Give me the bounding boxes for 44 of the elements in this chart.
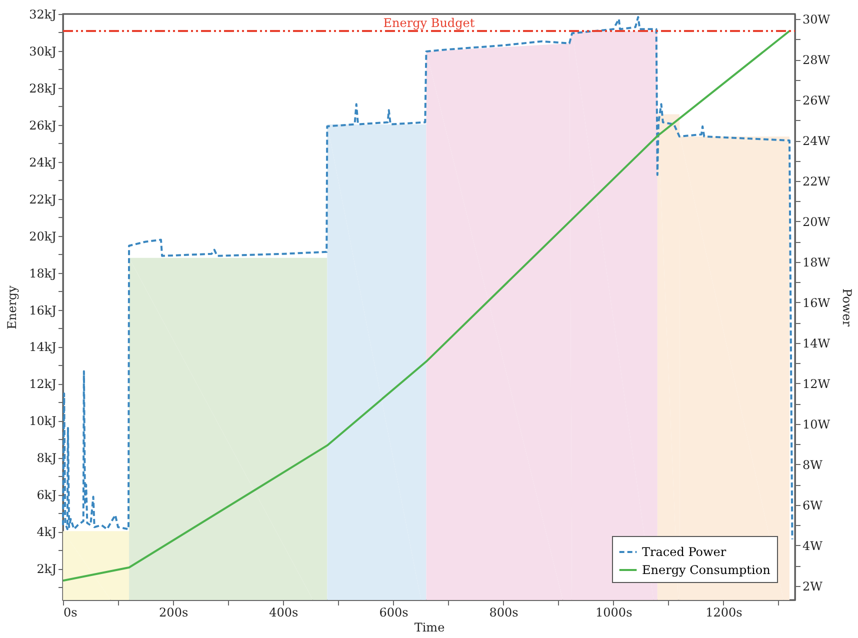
- y-tick-label: 22kJ: [29, 192, 57, 206]
- y-tick-label: 18kJ: [29, 266, 57, 280]
- y2-tick-label: 12W: [802, 376, 831, 391]
- y2-tick-label: 16W: [802, 296, 831, 310]
- y-tick-label: 30kJ: [29, 44, 57, 58]
- y2-tick-label: 6W: [802, 498, 824, 512]
- y-tick-label: 14kJ: [29, 340, 57, 354]
- x-tick-label: 800s: [489, 606, 518, 620]
- y2-tick-label: 22W: [802, 174, 831, 188]
- y2-tick-label: 14W: [802, 336, 831, 350]
- x-tick-label: 600s: [379, 606, 408, 620]
- y-tick-label: 28kJ: [29, 81, 57, 96]
- y2-tick-label: 20W: [802, 214, 831, 229]
- y-tick-label: 12kJ: [29, 377, 57, 392]
- y2-tick-label: 24W: [802, 134, 831, 148]
- y-tick-label: 6kJ: [36, 488, 57, 502]
- y2-tick-label: 30W: [802, 12, 831, 27]
- x-tick-label: 200s: [159, 606, 188, 620]
- y-tick-label: 10kJ: [29, 414, 57, 428]
- legend-label: Energy Consumption: [642, 563, 771, 577]
- y-tick-label: 32kJ: [29, 8, 57, 22]
- y-tick-label: 8kJ: [36, 451, 57, 466]
- y2-tick-label: 4W: [802, 538, 824, 553]
- y-axis-title: Energy: [5, 285, 20, 330]
- x-tick-label: 0s: [64, 606, 78, 620]
- x-tick-label: 400s: [269, 606, 298, 620]
- y2-tick-label: 18W: [802, 255, 831, 270]
- y-tick-label: 4kJ: [36, 525, 57, 540]
- y2-tick-label: 2W: [802, 579, 824, 594]
- x-tick-label: 1200s: [706, 606, 742, 620]
- y-tick-label: 2kJ: [36, 562, 57, 576]
- y2-tick-label: 26W: [802, 94, 831, 108]
- y-tick-label: 24kJ: [29, 155, 57, 170]
- y-tick-label: 26kJ: [29, 118, 57, 132]
- x-tick-label: 1000s: [596, 606, 632, 620]
- x-axis-title: Time: [414, 620, 445, 634]
- y-tick-label: 16kJ: [29, 303, 57, 318]
- y2-axis-title: Power: [840, 288, 854, 327]
- y2-tick-label: 10W: [802, 417, 831, 432]
- y2-tick-label: 28W: [802, 53, 831, 68]
- ref-line-label: Energy Budget: [383, 16, 475, 30]
- y2-tick-label: 8W: [802, 458, 824, 472]
- legend-label: Traced Power: [642, 545, 726, 559]
- y-tick-label: 20kJ: [29, 229, 57, 244]
